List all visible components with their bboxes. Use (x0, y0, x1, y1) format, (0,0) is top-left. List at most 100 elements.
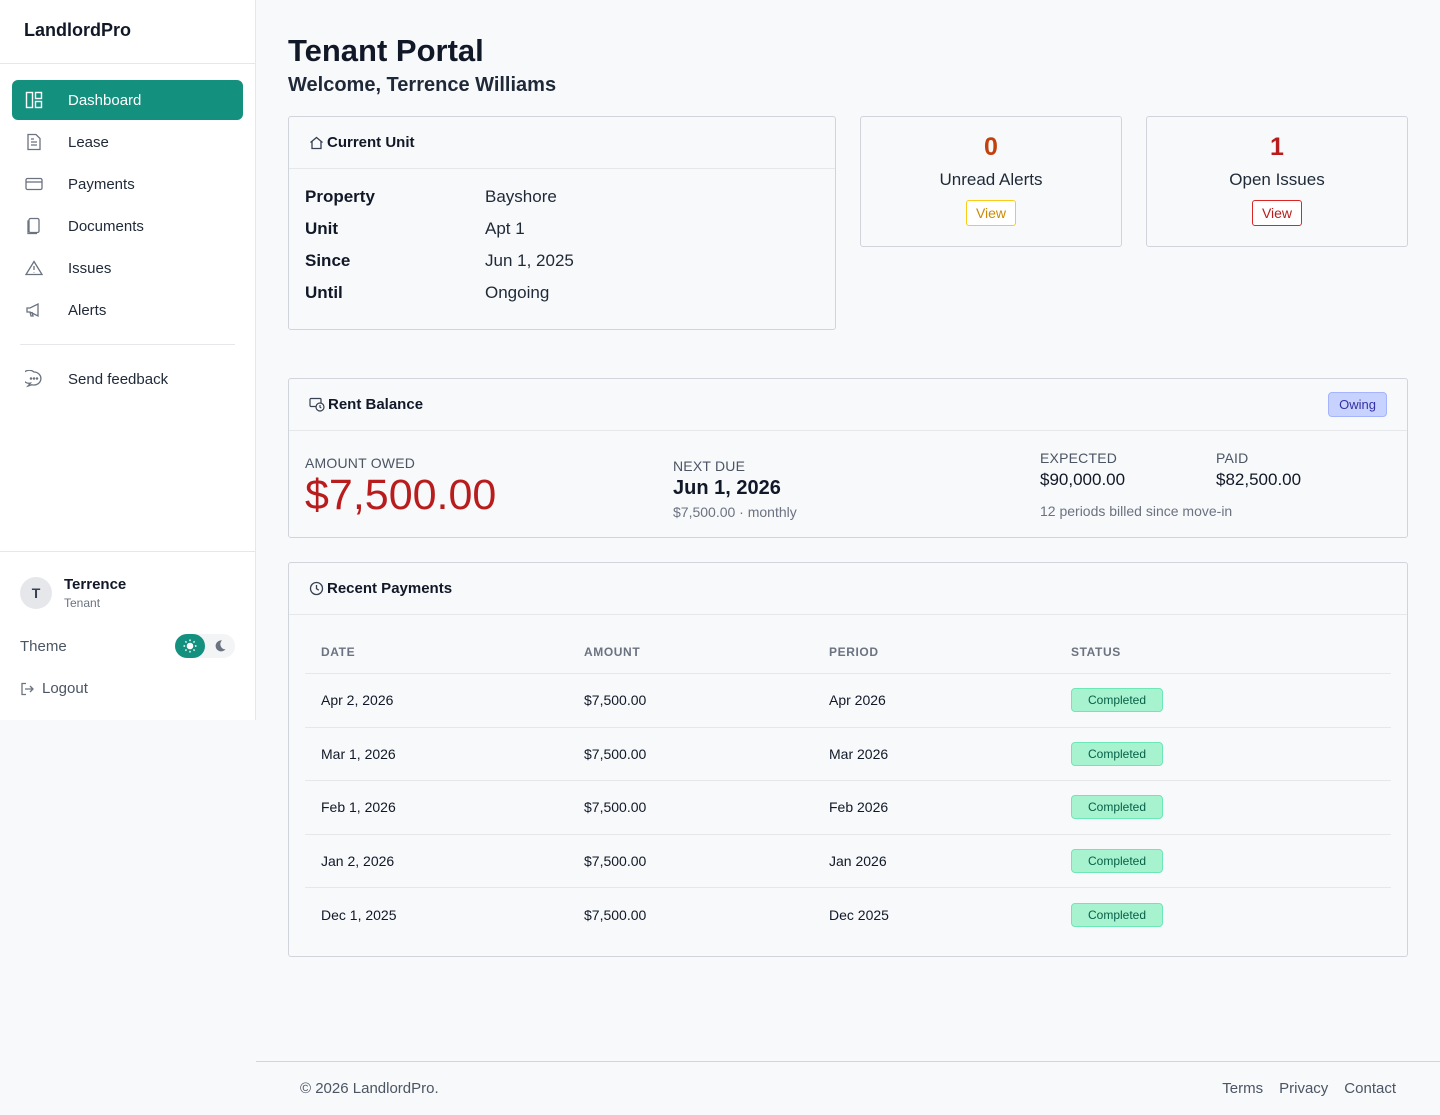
table-row[interactable]: Apr 2, 2026 $7,500.00 Apr 2026 Completed (305, 674, 1391, 728)
sidebar-item-dashboard[interactable]: Dashboard (12, 80, 243, 120)
kv-value: Ongoing (485, 283, 550, 302)
card-title: Rent Balance (328, 396, 424, 413)
table-row[interactable]: Feb 1, 2026 $7,500.00 Feb 2026 Completed (305, 781, 1391, 835)
table-header-row: DATE AMOUNT PERIOD STATUS (305, 631, 1391, 674)
documents-icon (24, 216, 44, 236)
unit-unit-row: Unit Apt 1 (305, 213, 819, 245)
unit-property-row: Property Bayshore (305, 181, 819, 213)
light-theme-button[interactable] (175, 634, 205, 658)
issues-count: 1 (1270, 133, 1284, 161)
payments-table: DATE AMOUNT PERIOD STATUS Apr 2, 2026 $7… (305, 631, 1391, 942)
recent-payments-card: Recent Payments DATE AMOUNT PERIOD STATU… (288, 562, 1408, 957)
sidebar-nav: Dashboard Lease Payments Documents Issue… (0, 64, 255, 399)
sidebar-item-send-feedback[interactable]: Send feedback (12, 359, 243, 399)
payment-amount: $7,500.00 (584, 852, 647, 869)
footer-links: Terms Privacy Contact (1222, 1080, 1396, 1097)
kv-value: Bayshore (485, 187, 557, 206)
amount-owed-label: AMOUNT OWED (305, 455, 416, 471)
theme-toggle (175, 634, 235, 658)
column-header[interactable]: STATUS (1071, 645, 1121, 659)
next-due-date: Jun 1, 2026 (673, 477, 781, 499)
payment-amount: $7,500.00 (584, 745, 647, 762)
sun-icon (183, 639, 197, 653)
sidebar-item-issues[interactable]: Issues (12, 248, 243, 288)
sidebar-item-label: Lease (68, 133, 109, 151)
status-badge: Completed (1071, 848, 1164, 873)
logout-button[interactable]: Logout (20, 680, 235, 697)
sidebar: LandlordPro Dashboard Lease Payments Doc… (0, 0, 256, 720)
sidebar-item-label: Dashboard (68, 91, 142, 109)
money-clock-icon (309, 397, 325, 412)
sidebar-item-payments[interactable]: Payments (12, 164, 243, 204)
unit-since-row: Since Jun 1, 2025 (305, 245, 819, 277)
main-content: Tenant Portal Welcome, Terrence Williams… (288, 0, 1408, 957)
card-header: Rent Balance Owing (289, 379, 1407, 431)
status-badge: Completed (1071, 902, 1164, 927)
brand-logo[interactable]: LandlordPro (0, 0, 255, 64)
column-header[interactable]: PERIOD (829, 645, 879, 659)
user-role: Tenant (64, 596, 101, 610)
moon-icon (215, 640, 226, 652)
payment-period: Feb 2026 (829, 799, 889, 816)
payment-date: Apr 2, 2026 (321, 692, 394, 709)
payment-period: Dec 2025 (829, 906, 889, 923)
user-profile[interactable]: T Terrence Tenant (20, 576, 235, 610)
alerts-count: 0 (984, 133, 998, 161)
megaphone-icon (24, 300, 44, 320)
payment-period: Jan 2026 (829, 852, 887, 869)
lease-icon (24, 132, 44, 152)
contact-link[interactable]: Contact (1344, 1080, 1396, 1097)
column-header[interactable]: AMOUNT (584, 645, 641, 659)
sidebar-item-alerts[interactable]: Alerts (12, 290, 243, 330)
table-row[interactable]: Mar 1, 2026 $7,500.00 Mar 2026 Completed (305, 728, 1391, 781)
sidebar-item-label: Alerts (68, 301, 107, 319)
kv-label: Until (305, 283, 343, 302)
amount-owed-block: AMOUNT OWED $7,500.00 (305, 455, 496, 517)
payment-amount: $7,500.00 (584, 799, 647, 816)
rent-balance-card: Rent Balance Owing AMOUNT OWED $7,500.00… (288, 378, 1408, 538)
card-title: Recent Payments (327, 580, 453, 597)
status-badge: Completed (1071, 741, 1164, 766)
payment-date: Dec 1, 2025 (321, 906, 397, 923)
table-row[interactable]: Jan 2, 2026 $7,500.00 Jan 2026 Completed (305, 835, 1391, 888)
credit-card-icon (24, 174, 44, 194)
current-unit-card: Current Unit Property Bayshore Unit Apt … (288, 116, 836, 330)
theme-row: Theme (20, 634, 235, 658)
sidebar-item-documents[interactable]: Documents (12, 206, 243, 246)
page-footer: © 2026 LandlordPro. Terms Privacy Contac… (256, 1061, 1440, 1115)
card-title: Current Unit (327, 134, 415, 151)
unit-until-row: Until Ongoing (305, 277, 819, 309)
terms-link[interactable]: Terms (1222, 1080, 1264, 1097)
expected-label: EXPECTED (1040, 450, 1118, 466)
user-name: Terrence (64, 576, 127, 593)
sidebar-item-label: Issues (68, 259, 112, 277)
payment-date: Mar 1, 2026 (321, 745, 396, 762)
amount-owed-value: $7,500.00 (305, 471, 497, 519)
privacy-link[interactable]: Privacy (1279, 1080, 1329, 1097)
paid-value: $82,500.00 (1216, 470, 1302, 489)
view-issues-button[interactable]: View (1251, 200, 1303, 226)
chat-bubble-icon (24, 369, 44, 389)
column-header[interactable]: DATE (321, 645, 356, 659)
status-badge: Completed (1071, 795, 1164, 820)
kv-value: Apt 1 (485, 219, 525, 238)
next-due-block: NEXT DUE Jun 1, 2026 $7,500.00 · monthly (673, 458, 797, 520)
page-title: Tenant Portal (288, 33, 484, 68)
sidebar-item-label: Send feedback (68, 370, 169, 388)
dashboard-icon (24, 90, 44, 110)
next-due-subtext: $7,500.00 · monthly (673, 504, 797, 520)
next-due-label: NEXT DUE (673, 458, 746, 474)
unread-alerts-card: 0 Unread Alerts View (860, 116, 1122, 247)
periods-note: 12 periods billed since move-in (1040, 503, 1233, 519)
kv-value: Jun 1, 2025 (485, 251, 574, 270)
sidebar-item-lease[interactable]: Lease (12, 122, 243, 162)
view-alerts-button[interactable]: View (965, 200, 1017, 226)
kv-label: Since (305, 251, 351, 270)
table-row[interactable]: Dec 1, 2025 $7,500.00 Dec 2025 Completed (305, 888, 1391, 942)
paid-label: PAID (1216, 450, 1249, 466)
dark-theme-button[interactable] (205, 634, 235, 658)
payment-period: Mar 2026 (829, 745, 889, 762)
sidebar-item-label: Payments (68, 175, 135, 193)
card-header: Current Unit (289, 117, 835, 169)
avatar: T (20, 577, 52, 609)
